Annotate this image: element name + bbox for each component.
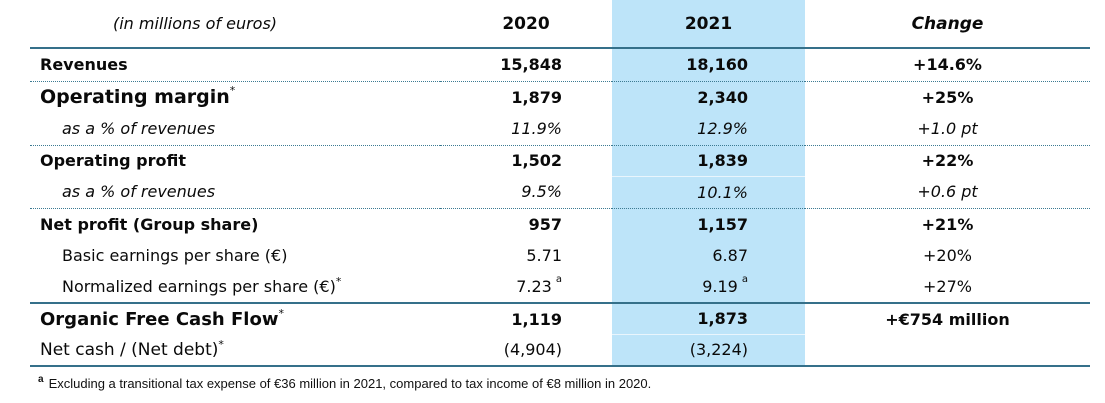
value-2021: 1,839 xyxy=(612,145,805,177)
value-change xyxy=(805,334,1090,366)
table-row-revenues: Revenues 15,848 18,160 +14.6% xyxy=(30,48,1090,81)
table-row-net-cash: Net cash / (Net debt)* (4,904) (3,224) xyxy=(30,334,1090,366)
row-label: as a % of revenues xyxy=(62,182,216,202)
footnote-a-marker: a xyxy=(741,274,748,285)
value-change: +20% xyxy=(923,246,972,265)
value-2020: 15,848 xyxy=(500,55,562,75)
value-change: +14.6% xyxy=(913,55,982,75)
value-2020: (4,904) xyxy=(503,340,562,359)
table-row-operating-profit: Operating profit 1,502 1,839 +22% xyxy=(30,145,1090,177)
footnote-asterisk: * xyxy=(335,275,342,288)
financial-results-table: (in millions of euros) 2020 2021 Change … xyxy=(30,0,1090,367)
row-label: Net cash / (Net debt)* xyxy=(40,337,224,360)
value-2020: 957 xyxy=(528,214,562,234)
value-change: +25% xyxy=(921,87,974,107)
value-2021: 12.9% xyxy=(612,113,805,145)
value-2020: 7.23 a xyxy=(516,274,562,296)
value-2021: 1,157 xyxy=(612,208,805,240)
footnote-asterisk: * xyxy=(218,337,224,351)
header-col-2020: 2020 xyxy=(502,13,550,34)
table-row-organic-fcf: Organic Free Cash Flow* 1,119 1,873 +€75… xyxy=(30,303,1090,335)
value-2021: 9.19 a xyxy=(612,271,805,303)
table-row-profit-pct: as a % of revenues 9.5% 10.1% +0.6 pt xyxy=(30,176,1090,208)
value-change: +€754 million xyxy=(885,309,1010,329)
table-row-net-profit: Net profit (Group share) 957 1,157 +21% xyxy=(30,208,1090,240)
value-change: +1.0 pt xyxy=(917,119,978,139)
footnote-a-marker: a xyxy=(555,274,562,285)
row-label: as a % of revenues xyxy=(62,119,216,139)
value-change: +0.6 pt xyxy=(917,182,978,202)
value-2021: 1,873 xyxy=(612,303,805,335)
value-2020: 1,879 xyxy=(511,87,562,107)
footnote-a-marker: a xyxy=(38,374,44,385)
value-2020: 1,502 xyxy=(511,151,562,171)
value-2021: 2,340 xyxy=(612,81,805,113)
footnote-text: Excluding a transitional tax expense of … xyxy=(48,376,652,391)
table-header-row: (in millions of euros) 2020 2021 Change xyxy=(30,0,1090,48)
header-col-change: Change xyxy=(911,13,984,34)
value-change: +21% xyxy=(921,214,974,234)
value-change: +27% xyxy=(923,277,972,296)
table-footnote: a Excluding a transitional tax expense of… xyxy=(38,374,652,391)
value-2020: 11.9% xyxy=(511,119,562,139)
value-2021: 18,160 xyxy=(612,48,805,81)
row-label: Normalized earnings per share (€)* xyxy=(62,275,342,296)
header-units-label: (in millions of euros) xyxy=(112,14,278,33)
row-label: Organic Free Cash Flow* xyxy=(40,306,284,330)
row-label: Operating profit xyxy=(40,151,186,171)
row-label: Net profit (Group share) xyxy=(40,214,259,234)
value-change: +22% xyxy=(921,151,974,171)
value-2021: (3,224) xyxy=(612,334,805,366)
value-2020: 5.71 xyxy=(526,246,562,265)
row-label: Revenues xyxy=(40,55,128,75)
table-row-basic-eps: Basic earnings per share (€) 5.71 6.87 +… xyxy=(30,240,1090,271)
header-col-2021: 2021 xyxy=(612,0,805,48)
value-2020: 1,119 xyxy=(511,309,562,329)
row-label: Basic earnings per share (€) xyxy=(62,246,288,265)
value-2021: 6.87 xyxy=(612,240,805,271)
value-2020: 9.5% xyxy=(521,182,562,202)
table-row-operating-margin: Operating margin* 1,879 2,340 +25% xyxy=(30,81,1090,113)
table-row-margin-pct: as a % of revenues 11.9% 12.9% +1.0 pt xyxy=(30,113,1090,145)
footnote-asterisk: * xyxy=(229,84,236,98)
row-label: Operating margin* xyxy=(40,84,236,109)
table-row-normalized-eps: Normalized earnings per share (€)* 7.23 a… xyxy=(30,271,1090,303)
footnote-asterisk: * xyxy=(278,306,284,320)
value-2021: 10.1% xyxy=(612,176,805,208)
